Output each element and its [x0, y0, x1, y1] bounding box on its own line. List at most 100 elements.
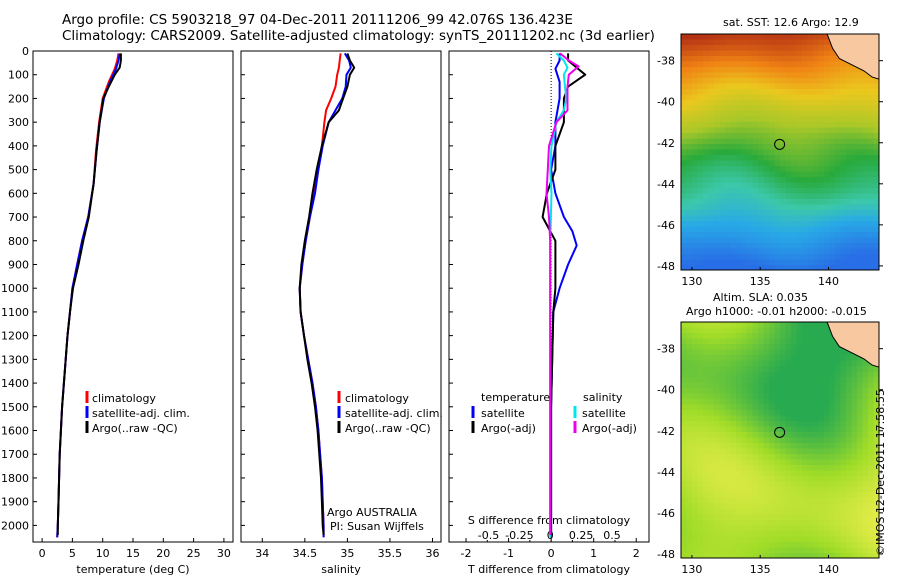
sla-map-cell [774, 454, 781, 460]
sla-map-cell [873, 547, 879, 554]
sla-map-cell [824, 509, 830, 515]
sla-map-cell [774, 349, 781, 356]
sla-map-cell [774, 470, 781, 477]
sst-map-cell [868, 89, 874, 95]
sst-map-cell [818, 67, 825, 73]
sla-map-cell [747, 333, 753, 339]
sla-map-cell [719, 338, 726, 345]
sla-map-cell [697, 547, 704, 554]
sst-map-cell [686, 56, 693, 62]
sst-map-cell [868, 127, 874, 134]
sst-map-cell [780, 78, 786, 84]
sst-map-cell [725, 56, 731, 62]
sst-map-cell [851, 226, 858, 233]
sla-map-cell [802, 437, 808, 444]
sla-map-cell [791, 437, 797, 444]
sla-map-cell [807, 503, 814, 510]
sst-map-cell [692, 50, 698, 57]
sla-map-cell [741, 536, 748, 543]
sst-map-cell [785, 155, 792, 161]
sla-map-cell [708, 404, 715, 411]
sst-map-cell [774, 215, 781, 222]
sla-map-cell [857, 421, 863, 427]
sla-map-lon-tick-label: 130 [681, 563, 702, 576]
sst-map-cell [807, 254, 814, 260]
sla-map-cell [681, 366, 687, 372]
sla-map-cell [736, 547, 742, 554]
sst-map-cell [846, 171, 852, 178]
sla-map-cell [719, 514, 726, 521]
sst-map-cell [846, 193, 852, 200]
sla-map-cell [780, 470, 786, 477]
sla-map-cell [791, 553, 797, 558]
sst-map-cell [719, 50, 726, 57]
sla-map-cell [714, 503, 720, 510]
sst-map-cell [725, 188, 731, 194]
sla-map-cell [851, 476, 858, 482]
sla-map-cell [697, 426, 704, 433]
sst-map-cell [758, 61, 764, 68]
sst-map-cell [725, 45, 731, 51]
sst-map-cell [796, 199, 803, 205]
sst-map-cell [780, 171, 786, 178]
sla-map-cell [774, 421, 781, 427]
sla-map-cell [730, 498, 737, 504]
sst-map-cell [708, 221, 715, 227]
sst-map-cell [873, 204, 879, 211]
sla-map-cell [791, 388, 797, 394]
sla-map-cell [752, 476, 759, 482]
sst-map-cell [813, 193, 819, 200]
sst-map-cell [758, 248, 764, 255]
sla-map-cell [747, 476, 753, 482]
sla-map-cell [818, 492, 825, 499]
sla-map-cell [851, 465, 858, 471]
sst-map-cell [791, 105, 797, 112]
sla-map-cell [752, 404, 759, 411]
sla-map-cell [686, 399, 693, 405]
sla-map-cell [857, 377, 863, 383]
sst-map-cell [725, 78, 731, 84]
sla-map-cell [813, 421, 819, 427]
sla-map-cell [813, 327, 819, 334]
sla-map-cell [769, 509, 775, 515]
sla-map-cell [807, 382, 814, 389]
sst-map-cell [752, 138, 759, 145]
sst-map-cell [774, 72, 781, 79]
sla-map-cell [686, 426, 693, 433]
sla-map-cell [769, 531, 775, 537]
sla-map-cell [752, 525, 759, 532]
sst-map-cell [851, 133, 858, 139]
sst-map-cell [736, 56, 742, 62]
sla-map-cell [840, 459, 847, 466]
sst-map-cell [703, 50, 709, 57]
sla-map-cell [785, 421, 792, 427]
sst-map-cell [824, 160, 830, 167]
sla-map-cell [802, 498, 808, 504]
sst-map-cell [785, 67, 792, 73]
sst-map-cell [840, 210, 847, 216]
sst-map-cell [686, 34, 693, 40]
sla-map-cell [730, 349, 737, 356]
sst-map-cell [730, 133, 737, 139]
sst-map-cell [763, 210, 770, 216]
sla-map-cell [829, 536, 836, 543]
sst-map-cell [813, 221, 819, 227]
sst-map-cell [785, 177, 792, 183]
sla-map-cell [692, 542, 698, 548]
sst-map-cell [862, 254, 869, 260]
sla-map-cell [719, 360, 726, 367]
sla-map-cell [780, 487, 786, 493]
sst-map-cell [780, 221, 786, 227]
sst-map-cell [730, 237, 737, 244]
sla-map-cell [840, 437, 847, 444]
sla-map-cell [802, 377, 808, 383]
sst-map-cell [780, 226, 786, 233]
sst-map-cell [829, 72, 836, 79]
sla-map-cell [697, 360, 704, 367]
sst-map-cell [725, 72, 731, 79]
salinity-series-line [298, 53, 356, 535]
sst-map-cell [714, 155, 720, 161]
sla-map-cell [769, 492, 775, 499]
sla-map-cell [796, 503, 803, 510]
sla-map-cell [747, 404, 753, 411]
